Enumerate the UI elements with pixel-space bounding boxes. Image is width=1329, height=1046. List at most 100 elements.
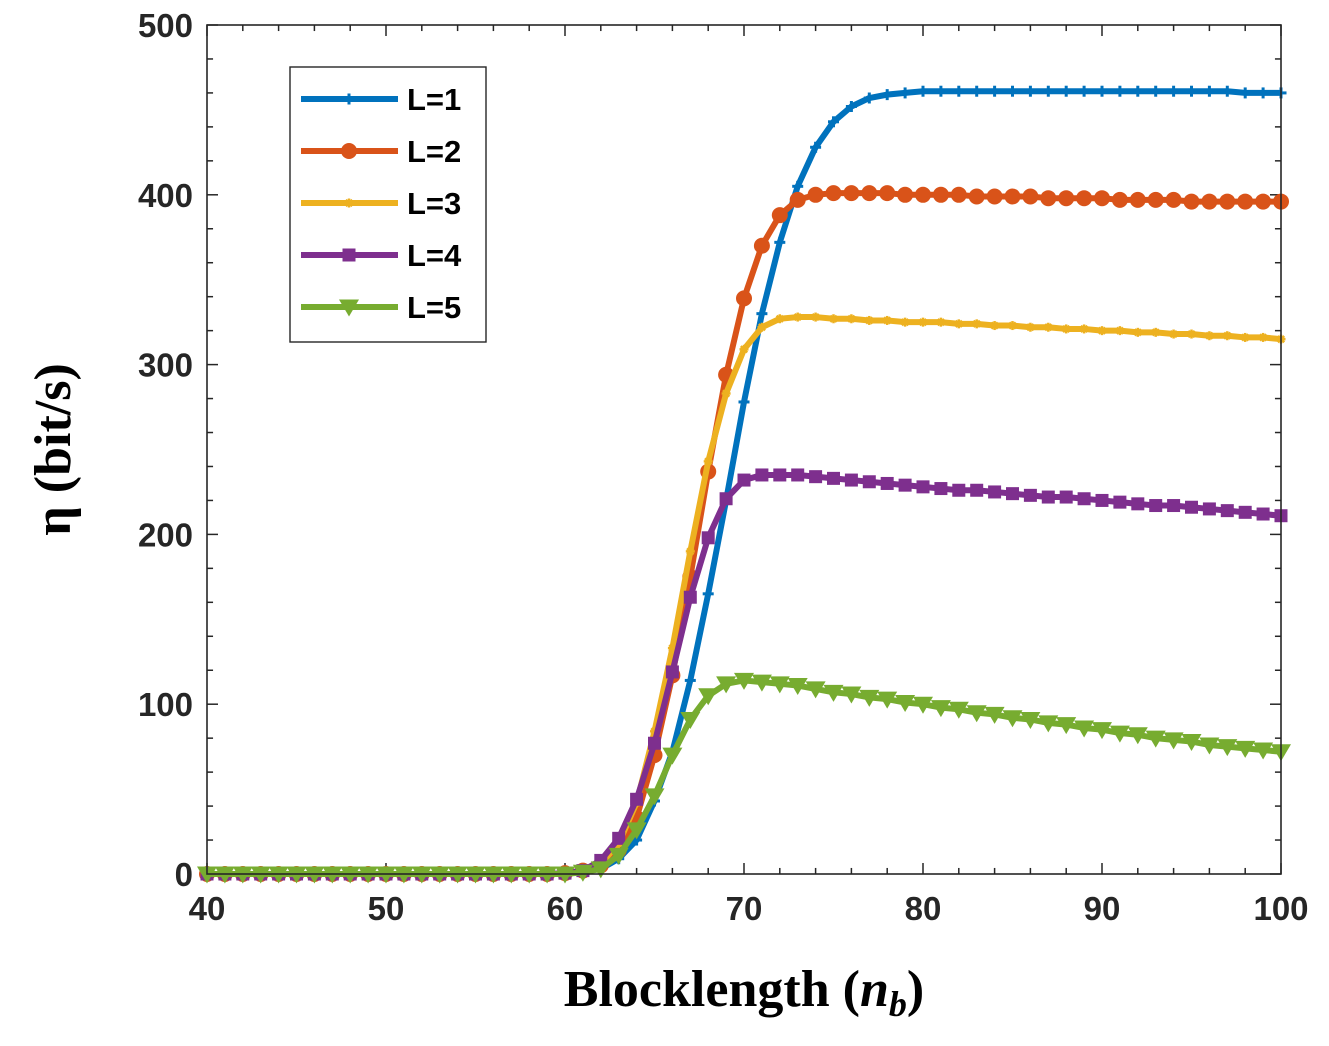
data-point xyxy=(916,480,930,494)
data-point xyxy=(755,468,769,482)
data-point xyxy=(1059,490,1073,504)
data-point xyxy=(775,314,785,324)
data-point xyxy=(859,689,880,707)
data-point xyxy=(684,674,696,686)
data-point xyxy=(1150,85,1162,97)
data-point xyxy=(1002,710,1023,728)
data-point xyxy=(1109,725,1130,743)
data-point xyxy=(1004,188,1021,205)
x-tick-label: 40 xyxy=(189,890,226,927)
data-point xyxy=(483,866,504,884)
legend-marker xyxy=(339,299,359,317)
data-point xyxy=(737,473,751,487)
data-point xyxy=(1022,188,1039,205)
data-point xyxy=(626,822,647,840)
legend-marker xyxy=(344,198,354,208)
data-point xyxy=(630,792,644,806)
data-point xyxy=(769,676,790,694)
data-point xyxy=(1038,715,1059,733)
data-point xyxy=(1006,487,1019,501)
data-point xyxy=(845,101,857,113)
y-tick-label: 0 xyxy=(175,856,193,893)
data-point xyxy=(1095,493,1109,507)
data-point xyxy=(1168,85,1180,97)
data-point xyxy=(810,141,822,153)
data-point xyxy=(1115,326,1125,336)
tick-labels: 40 50 60 70 80 90 100 0 100 200 300 400 500 xyxy=(138,7,1309,927)
data-point xyxy=(1237,193,1254,210)
data-point xyxy=(1079,324,1089,334)
data-point xyxy=(1042,85,1054,97)
data-point xyxy=(1239,87,1251,99)
data-point xyxy=(984,706,1005,724)
data-point xyxy=(1078,85,1090,97)
data-point xyxy=(900,317,910,327)
data-point xyxy=(932,186,949,203)
data-point xyxy=(304,866,325,884)
data-point xyxy=(828,116,839,128)
data-point xyxy=(756,308,768,320)
data-point xyxy=(376,866,396,884)
data-point xyxy=(644,788,665,806)
data-point xyxy=(501,866,522,884)
data-point xyxy=(1258,332,1268,342)
data-point xyxy=(789,191,806,208)
y-tick-label: 200 xyxy=(138,516,193,553)
data-point xyxy=(986,188,1003,205)
data-point xyxy=(1202,502,1216,516)
x-axis-title-variable: n xyxy=(860,961,889,1018)
data-point xyxy=(1133,327,1143,337)
data-point xyxy=(358,866,379,884)
data-point xyxy=(771,207,788,224)
data-point xyxy=(702,588,714,600)
x-tick-label: 80 xyxy=(905,890,942,927)
data-point xyxy=(844,473,858,487)
data-point xyxy=(1056,717,1077,735)
data-point xyxy=(899,87,911,99)
data-point xyxy=(680,711,701,729)
data-point xyxy=(898,478,912,492)
data-point xyxy=(429,866,450,884)
data-point xyxy=(721,388,731,398)
data-point xyxy=(877,691,898,709)
data-point xyxy=(841,686,862,704)
data-point xyxy=(1256,507,1270,521)
data-point xyxy=(1092,722,1112,740)
data-point xyxy=(1169,329,1179,339)
data-point xyxy=(864,315,874,325)
data-point xyxy=(809,470,823,484)
data-point xyxy=(861,185,878,202)
data-point xyxy=(971,85,983,97)
data-point xyxy=(823,684,844,702)
x-tick-label: 50 xyxy=(368,890,405,927)
legend-label: L=3 xyxy=(407,186,461,221)
data-point xyxy=(1219,193,1236,210)
data-point xyxy=(1096,85,1108,97)
data-point xyxy=(1201,193,1218,210)
data-point xyxy=(1257,87,1269,99)
data-point xyxy=(590,861,611,879)
data-point xyxy=(1217,739,1238,757)
data-point xyxy=(792,180,804,192)
data-point xyxy=(990,321,1000,331)
data-point xyxy=(1238,505,1252,519)
plot-frame xyxy=(206,24,1282,875)
data-point xyxy=(881,89,893,101)
data-point xyxy=(1111,191,1128,208)
data-point xyxy=(1221,85,1233,97)
data-point xyxy=(268,866,289,884)
data-point xyxy=(1183,193,1200,210)
data-point xyxy=(882,315,892,325)
data-point xyxy=(827,471,840,485)
data-point xyxy=(913,696,933,714)
legend-item: L=5 xyxy=(301,290,461,325)
data-point xyxy=(683,590,697,604)
data-point xyxy=(954,319,964,329)
data-point xyxy=(1043,322,1053,332)
data-point xyxy=(829,314,838,324)
x-tick-label: 60 xyxy=(547,890,584,927)
data-point xyxy=(662,747,683,765)
data-point xyxy=(1127,727,1148,745)
data-point xyxy=(1147,191,1164,208)
data-point xyxy=(322,866,343,884)
